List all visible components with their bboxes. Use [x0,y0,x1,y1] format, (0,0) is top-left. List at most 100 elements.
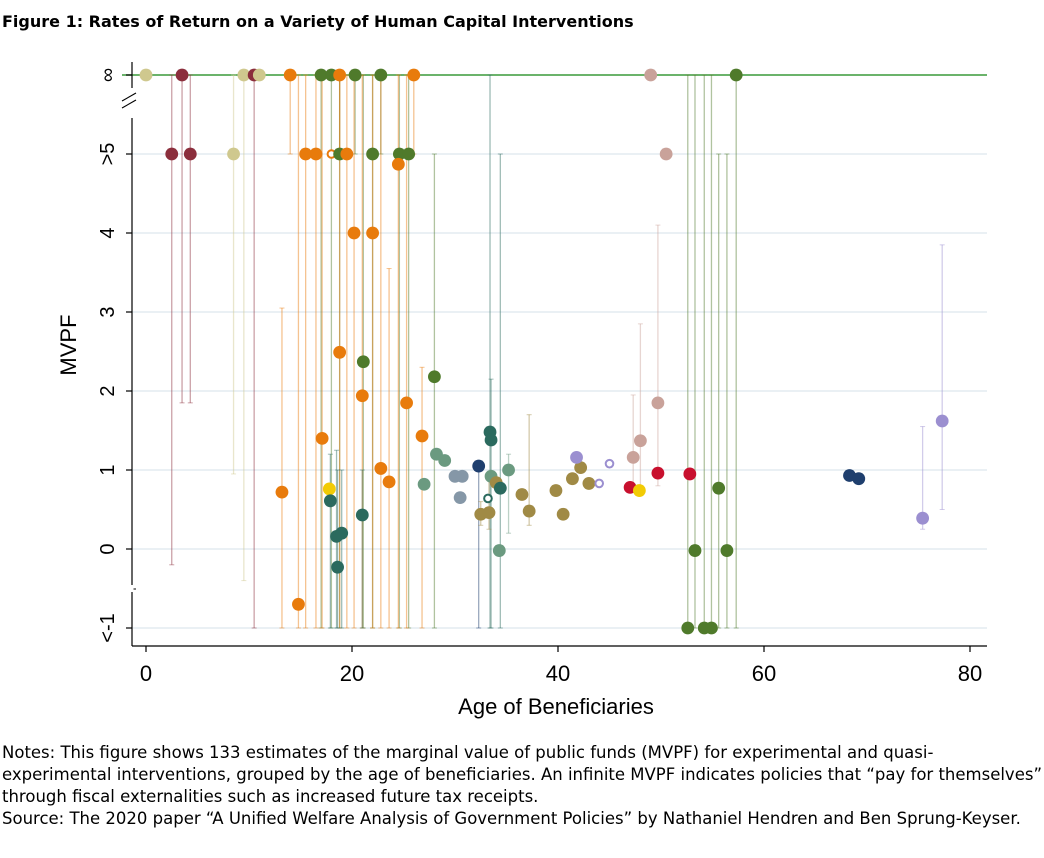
data-point [237,68,251,82]
y-tick-label: 2 [97,385,119,396]
data-point [482,506,496,520]
data-point [453,491,467,505]
axis-labels: <-1 0 1 2 3 4 >5 ∞ 0 20 40 60 80 Age of Beneficiaries… [56,68,982,719]
data-point [515,488,529,501]
x-tick-label: 80 [958,661,982,686]
data-point [472,459,486,473]
data-point [331,560,344,574]
data-point [712,481,726,495]
y-tick-label: <-1 [97,613,119,642]
y-tick-label: ∞ [97,68,119,82]
data-point [283,68,297,82]
axes [121,62,987,652]
axis-break-slash [121,92,137,102]
data-point [309,147,323,161]
data-point [651,466,665,480]
data-point [366,226,379,240]
data-point [852,472,866,486]
y-tick-label: 1 [97,464,119,475]
data-points [139,68,949,635]
data-point [566,472,579,486]
data-point [705,621,718,635]
data-point [335,526,349,540]
data-point [729,68,743,82]
y-tick-label: 3 [97,306,119,317]
data-point [322,482,336,496]
x-tick-label: 0 [140,661,152,686]
data-point [175,68,189,82]
y-tick-label: >5 [97,143,119,166]
data-point [402,147,416,161]
figure-title: Figure 1: Rates of Return on a Variety o… [2,12,634,31]
data-point [570,450,583,464]
data-point [292,597,305,611]
figure-notes: Notes: This figure shows 133 estimates o… [2,742,1042,830]
data-point [594,478,605,489]
data-point [139,68,153,82]
data-point [916,511,930,525]
data-point [574,461,588,475]
x-axis-title: Age of Beneficiaries [458,694,654,719]
data-point [634,434,647,448]
axis-break-slash [121,99,137,109]
data-point [688,544,702,557]
data-point [374,462,388,475]
data-point [556,507,570,521]
data-point [382,475,396,489]
data-point [484,433,498,447]
x-tick-label: 60 [752,661,776,686]
data-point [348,68,362,82]
data-point [407,68,421,82]
grid-lines [122,74,987,629]
source-text: Source: The 2020 paper “A Unified Welfar… [2,809,1021,828]
data-point [604,458,615,469]
y-tick-label: 0 [97,543,119,554]
x-tick-label: 20 [340,661,364,686]
scatter-plot: <-1 0 1 2 3 4 >5 ∞ 0 20 40 60 80 Age of Beneficiaries… [56,62,987,719]
data-point [935,414,949,428]
data-point [522,504,536,518]
data-point [315,432,329,445]
y-axis-title: MVPF [56,314,81,375]
data-point [355,508,369,522]
data-point [252,68,266,82]
data-point [455,469,469,483]
data-point [356,355,370,369]
data-point [632,484,646,497]
y-tick-label: 4 [97,227,119,238]
data-point [391,157,405,171]
data-point [549,484,563,497]
data-point [366,147,379,161]
data-point [347,226,361,240]
data-point [340,147,354,161]
data-point [644,68,658,82]
data-point [493,481,507,495]
data-point [275,485,289,499]
notes-text: Notes: This figure shows 133 estimates o… [2,743,1042,806]
data-point [400,396,413,410]
data-point [582,477,596,490]
data-point [299,147,313,161]
data-point [683,467,697,481]
data-point [333,68,347,82]
data-point [392,147,406,161]
data-point [355,389,369,403]
data-point [626,450,640,464]
data-point [333,345,347,359]
data-point [415,429,429,443]
x-tick-label: 40 [546,661,570,686]
data-point [651,396,665,410]
data-point [483,493,493,504]
data-point [438,454,452,467]
data-point [502,463,515,477]
data-point [314,68,328,82]
data-point [720,544,734,557]
data-point [374,68,388,82]
data-point [428,370,441,384]
data-point [681,621,695,635]
data-point [417,477,431,491]
data-point [183,147,197,161]
data-point [492,544,506,557]
confidence-intervals [169,74,945,629]
data-point [659,147,673,161]
